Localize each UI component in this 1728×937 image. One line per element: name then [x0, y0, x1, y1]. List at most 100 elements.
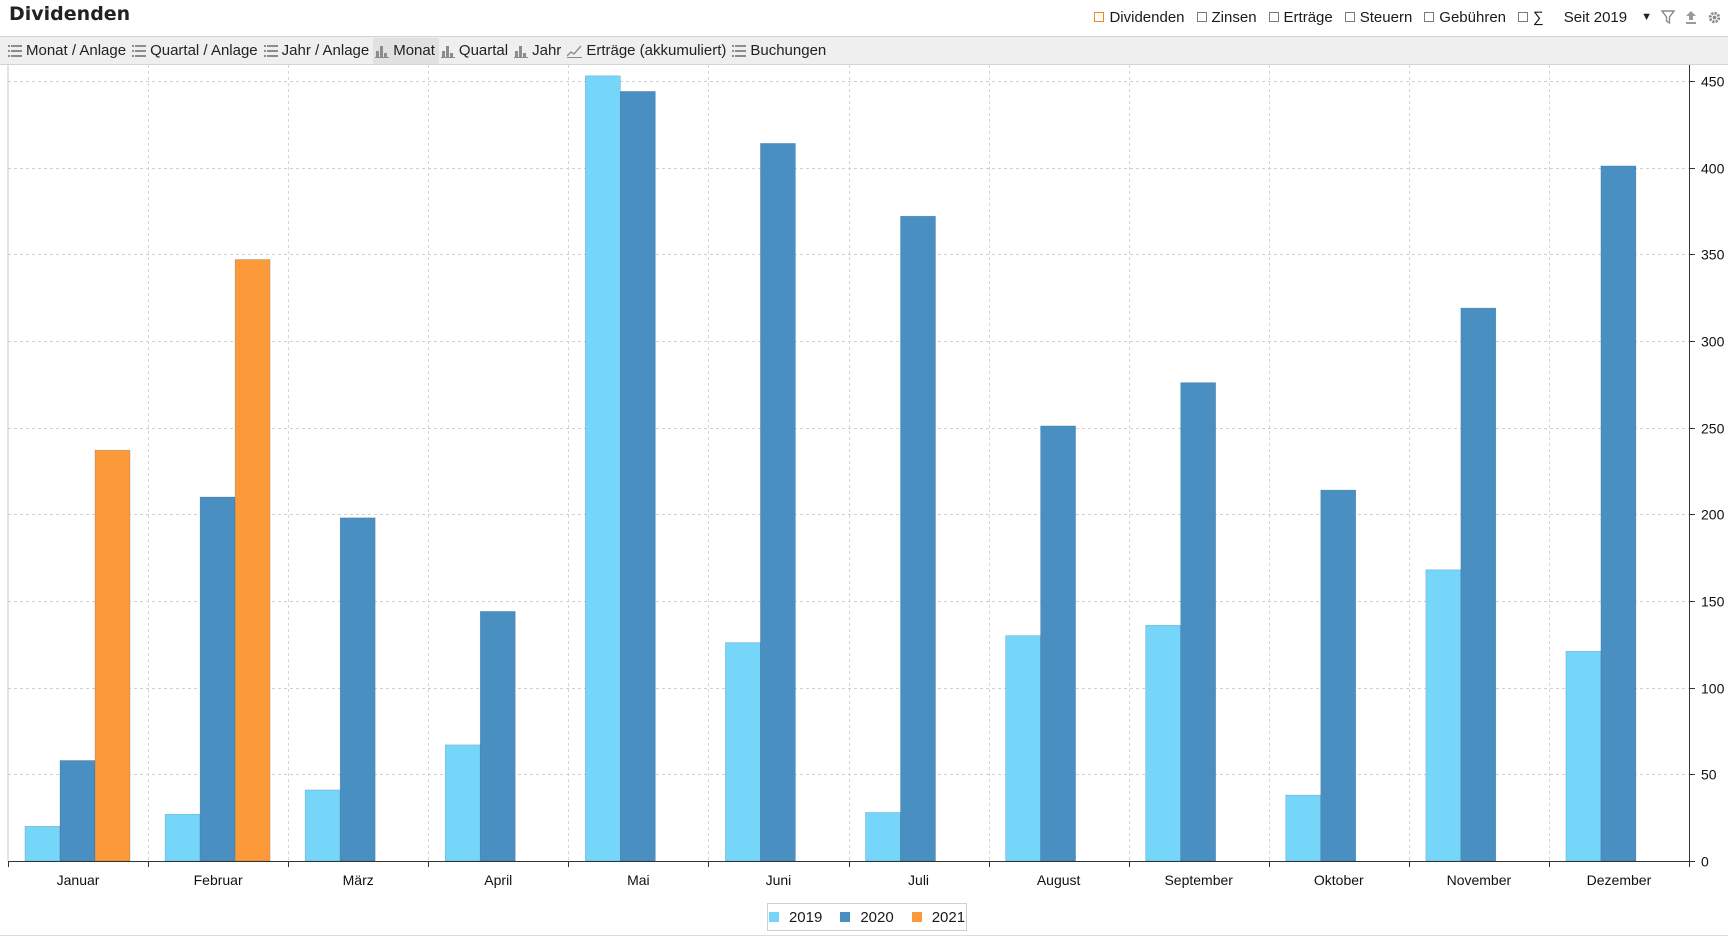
tab-jahr[interactable]: Jahr [512, 38, 565, 64]
y-tick-label: 250 [1701, 421, 1725, 437]
legend-item-2021[interactable]: 2021 [911, 908, 966, 926]
bar-2020-september[interactable] [1180, 382, 1216, 862]
title-bar: Dividenden Dividenden Zinsen Erträge Ste… [0, 0, 1728, 36]
bar-2020-august[interactable] [1040, 425, 1076, 862]
filter-label: Gebühren [1439, 8, 1507, 26]
y-tick-label: 400 [1701, 161, 1725, 177]
checkbox-icon[interactable] [1518, 12, 1529, 22]
legend-swatch [911, 912, 922, 922]
y-tick-label: 450 [1701, 74, 1725, 90]
legend-item-2019[interactable]: 2019 [768, 908, 823, 926]
tab-quartal[interactable]: Quartal [439, 38, 512, 64]
tab-label: Buchungen [750, 42, 827, 59]
line-chart-icon [567, 45, 583, 58]
bar-2020-juni[interactable] [760, 143, 796, 862]
tab-buchungen[interactable]: Buchungen [730, 38, 830, 64]
x-tick-label: Dezember [1587, 872, 1652, 888]
bar-2019-august[interactable] [1005, 635, 1041, 862]
bar-2019-dezember[interactable] [1565, 650, 1602, 862]
tab-label: Monat / Anlage [26, 42, 127, 59]
checkbox-icon[interactable] [1344, 12, 1355, 22]
x-tick-label: August [1037, 872, 1081, 888]
x-tick-label: Juni [766, 872, 792, 888]
x-tick-label: Januar [57, 872, 100, 888]
x-tick-label: Oktober [1314, 872, 1364, 888]
list-icon [263, 44, 278, 57]
tab-quartal-anlage[interactable]: Quartal / Anlage [130, 38, 262, 64]
tab-monat[interactable]: Monat [373, 37, 439, 64]
checkbox-icon[interactable] [1424, 12, 1435, 22]
bar-2019-januar[interactable] [24, 826, 61, 862]
list-icon [132, 44, 147, 57]
bar-2020-mai[interactable] [620, 91, 656, 862]
bar-2020-oktober[interactable] [1320, 489, 1357, 862]
settings-icon[interactable] [1707, 10, 1722, 25]
view-tab-bar: Monat / Anlage Quartal / Anlage Jahr / A… [0, 36, 1728, 65]
bar-2019-mai[interactable] [585, 75, 621, 862]
checkbox-icon[interactable] [1196, 12, 1207, 22]
bar-2021-februar[interactable] [234, 259, 271, 862]
tab-label: Jahr / Anlage [281, 42, 370, 59]
filter-label: ∑ [1533, 8, 1544, 26]
y-tick-label: 300 [1701, 334, 1725, 350]
bar-2019-september[interactable] [1145, 624, 1181, 862]
x-tick-label: März [343, 872, 374, 888]
filter-icon[interactable] [1661, 9, 1675, 25]
bar-2019-november[interactable] [1425, 569, 1462, 862]
legend-label: 2021 [931, 908, 966, 926]
tab-label: Quartal [458, 42, 509, 59]
period-dropdown[interactable]: Seit 2019 ▼ [1564, 9, 1652, 26]
filter-ertraege[interactable]: Erträge [1268, 9, 1333, 26]
filter-label: Zinsen [1211, 8, 1257, 26]
filter-label: Dividenden [1109, 8, 1185, 26]
y-tick-label: 150 [1701, 594, 1725, 610]
chevron-down-icon[interactable]: ▼ [1641, 11, 1652, 23]
x-tick-label: November [1447, 872, 1512, 888]
legend-swatch [840, 912, 851, 922]
bar-2020-april[interactable] [479, 611, 516, 862]
x-tick-label: Juli [908, 872, 929, 888]
bar-2020-dezember[interactable] [1600, 165, 1637, 862]
export-icon[interactable] [1684, 10, 1698, 25]
y-tick-label: 100 [1701, 681, 1725, 697]
filter-steuern[interactable]: Steuern [1344, 8, 1413, 26]
checkbox-icon[interactable] [1094, 12, 1105, 22]
y-tick-label: 50 [1701, 767, 1717, 783]
bar-2020-märz[interactable] [339, 517, 376, 862]
bar-chart-icon [375, 45, 390, 58]
filter-gebuehren[interactable]: Gebühren [1424, 9, 1506, 26]
bar-2020-januar[interactable] [59, 760, 96, 862]
filter-sum[interactable]: ∑ [1518, 9, 1544, 26]
bar-2019-april[interactable] [444, 744, 481, 862]
legend-label: 2019 [788, 908, 823, 926]
bar-2019-juni[interactable] [725, 642, 761, 862]
bar-2021-januar[interactable] [94, 449, 131, 862]
bar-chart-icon [440, 45, 455, 58]
y-tick-label: 200 [1701, 507, 1725, 523]
bar-2019-märz[interactable] [304, 789, 341, 862]
bar-2020-november[interactable] [1460, 307, 1497, 862]
bar-2020-februar[interactable] [199, 496, 236, 862]
x-tick-label: April [484, 872, 512, 888]
tab-label: Quartal / Anlage [150, 42, 258, 59]
bar-2019-februar[interactable] [164, 813, 201, 862]
bar-2019-oktober[interactable] [1285, 794, 1322, 862]
filter-label: Steuern [1359, 8, 1413, 26]
filter-dividenden[interactable]: Dividenden [1094, 8, 1185, 26]
filter-bar: Dividenden Zinsen Erträge Steuern Gebühr… [1082, 6, 1722, 28]
y-tick-label: 350 [1701, 247, 1725, 263]
filter-zinsen[interactable]: Zinsen [1196, 8, 1257, 26]
checkbox-icon[interactable] [1268, 12, 1279, 22]
x-tick-label: September [1164, 872, 1233, 888]
tab-jahr-anlage[interactable]: Jahr / Anlage [262, 38, 374, 64]
monthly-dividend-bar-chart: 0 50 100 150 200 250 300 350 400 450 Januar Februar… [0, 65, 1728, 936]
list-icon [8, 44, 22, 57]
legend-label: 2020 [860, 908, 894, 926]
legend-item-2020[interactable]: 2020 [840, 908, 894, 926]
bar-2020-juli[interactable] [900, 215, 936, 862]
tab-label: Erträge (akkumuliert) [586, 42, 727, 59]
bar-2019-juli[interactable] [865, 812, 901, 862]
chart-legend: 2019 2020 2021 [767, 903, 967, 931]
tab-monat-anlage[interactable]: Monat / Anlage [6, 38, 130, 64]
tab-ertraege-akkumuliert[interactable]: Erträge (akkumuliert) [565, 38, 730, 64]
